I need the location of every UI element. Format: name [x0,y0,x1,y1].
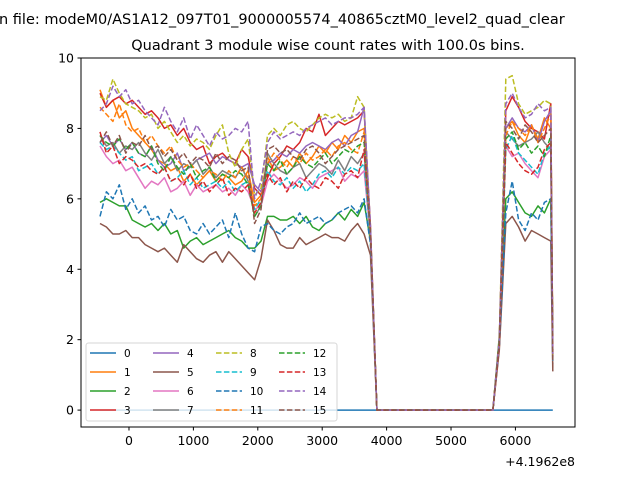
legend-entry-13: 13 [279,367,326,379]
legend-label: 15 [313,405,326,417]
y-tick-label: 4 [66,262,74,277]
legend-entry-14: 14 [279,386,327,398]
series-lines [99,74,554,411]
legend-entry-0: 0 [90,348,131,360]
x-tick-label: 4000 [371,433,403,448]
x-axis-ticks: 0 1000 2000 3000 4000 5000 6000 [125,427,531,448]
legend-box [85,342,338,422]
legend-label: 9 [250,367,257,379]
legend-label: 13 [313,367,326,379]
legend-entry-11: 11 [216,405,263,417]
legend-label: 2 [124,386,131,398]
legend-label: 11 [250,405,263,417]
x-tick-label: 1000 [177,433,209,448]
legend-label: 7 [187,405,194,417]
x-tick-label: 0 [125,433,133,448]
legend-label: 1 [124,367,131,379]
legend-entry-6: 6 [153,386,194,398]
series-line-15 [99,120,554,411]
y-tick-label: 2 [66,332,74,347]
legend-entry-4: 4 [153,348,194,360]
x-tick-label: 3000 [306,433,338,448]
legend-label: 0 [124,348,131,360]
legend-entry-15: 15 [279,405,326,417]
legend-label: 5 [187,367,194,379]
legend-entry-8: 8 [216,348,257,360]
axes-frame [80,57,576,428]
legend-entry-10: 10 [216,386,263,398]
y-tick-label: 8 [66,121,74,136]
legend-entry-9: 9 [216,367,257,379]
x-offset-label: +4.1962e8 [505,454,575,469]
legend-label: 14 [313,386,327,398]
x-tick-label: 6000 [500,433,532,448]
legend-entry-5: 5 [153,367,194,379]
legend-entry-7: 7 [153,405,194,417]
x-tick-label: 5000 [435,433,467,448]
y-tick-label: 6 [66,191,74,206]
y-tick-label: 10 [58,51,74,66]
legend-label: 4 [187,348,194,360]
legend-label: 12 [313,348,326,360]
legend-label: 10 [250,386,263,398]
legend-label: 6 [187,386,194,398]
legend-entry-12: 12 [279,348,326,360]
legend-label: 3 [124,405,131,417]
y-tick-label: 0 [66,403,74,418]
figure-suptitle: n file: modeM0/AS1A12_097T01_9000005574_… [0,12,565,28]
legend-entry-1: 1 [90,367,131,379]
y-axis-ticks: 0 2 4 6 8 10 [58,51,81,418]
legend-entry-2: 2 [90,386,131,398]
legend-entry-3: 3 [90,405,131,417]
x-tick-label: 2000 [242,433,274,448]
chart-title: Quadrant 3 module wise count rates with … [131,38,525,54]
legend-label: 8 [250,348,257,360]
